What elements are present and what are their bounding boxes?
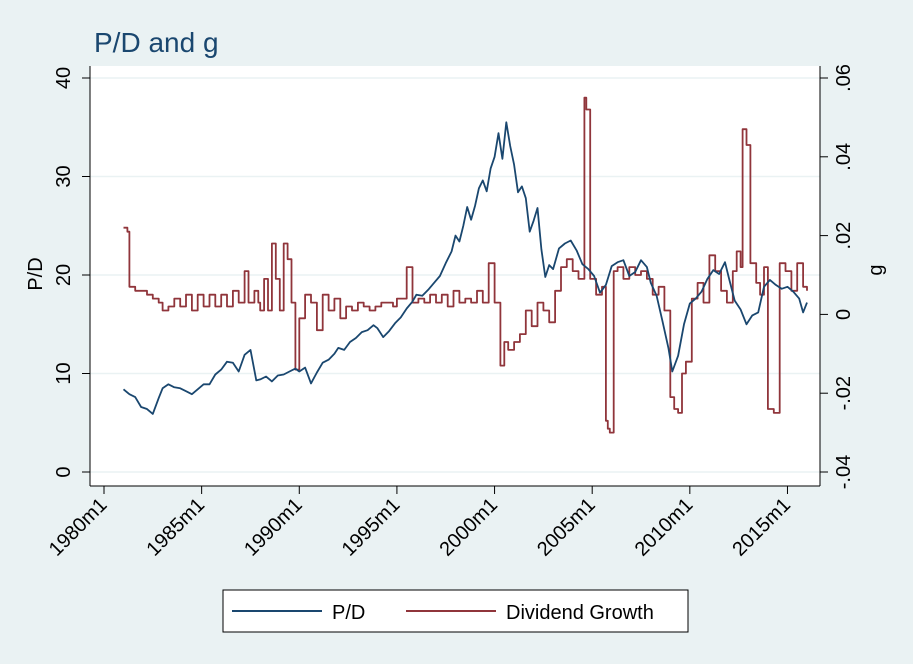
plot-area [90, 66, 820, 486]
y-tick-label-right: -.04 [833, 455, 855, 489]
series-lines [122, 96, 808, 434]
y-tick-label-right: 0 [833, 309, 855, 320]
grid-lines [90, 77, 820, 473]
y-tick-label-right: .02 [833, 222, 855, 250]
y-axis-label-left: P/D [25, 257, 47, 290]
y-tick-label-left: 30 [53, 165, 75, 187]
legend-label-pd: P/D [332, 602, 365, 624]
y-tick-label-right: .04 [833, 143, 855, 171]
series-line-pd [122, 121, 808, 415]
legend: P/D Dividend Growth [222, 589, 689, 633]
y-tick-label-right: -.02 [833, 376, 855, 410]
chart-title: P/D and g [94, 27, 219, 58]
legend-label-g: Dividend Growth [506, 602, 654, 624]
y-tick-label-left: 0 [53, 466, 75, 477]
series-line-dividend-growth [123, 96, 808, 434]
y-axis-label-right: g [865, 264, 887, 275]
y-tick-label-left: 40 [53, 67, 75, 89]
y-tick-label-left: 10 [53, 362, 75, 384]
y-tick-label-right: .06 [833, 64, 855, 92]
y-tick-label-left: 20 [53, 264, 75, 286]
